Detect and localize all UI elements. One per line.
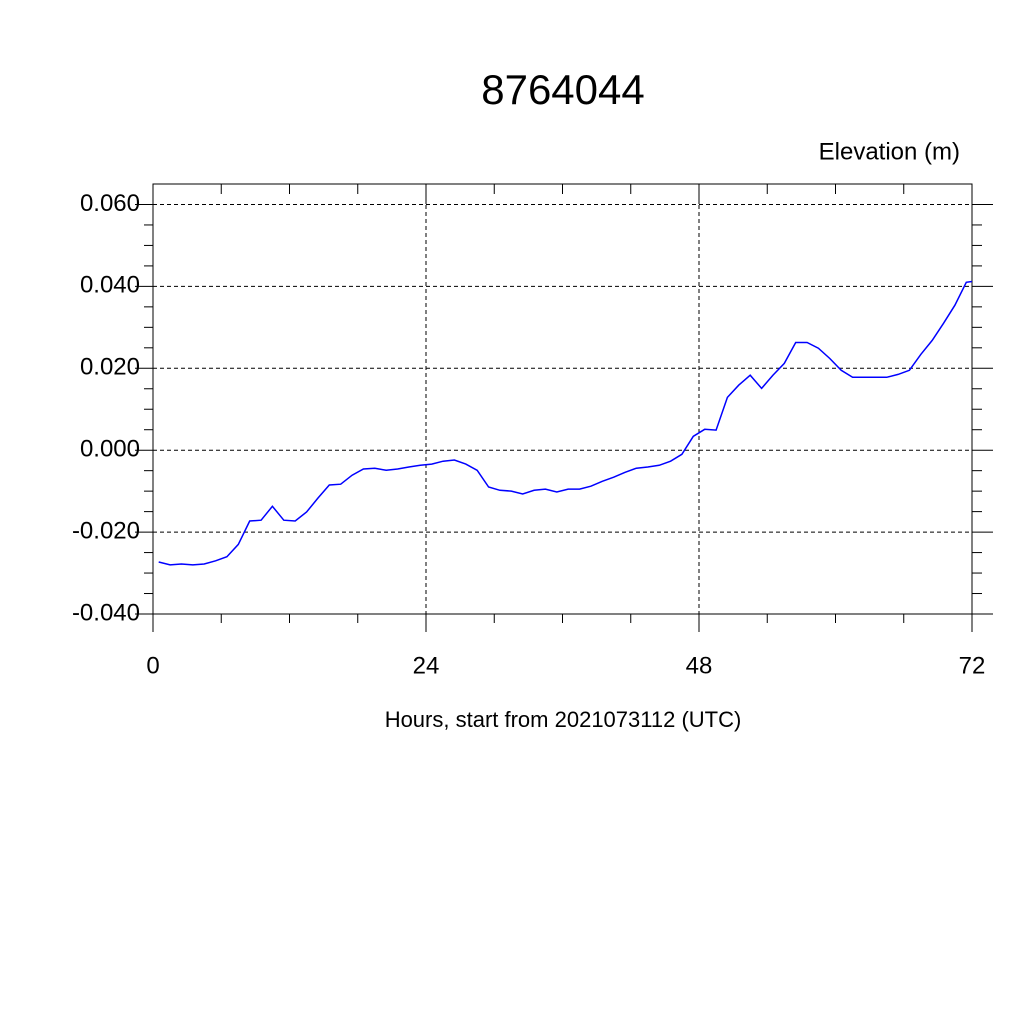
- x-tick-label: 0: [146, 652, 159, 679]
- x-tick-label: 24: [413, 652, 440, 679]
- y-tick-label: -0.020: [72, 517, 140, 544]
- x-tick-label: 48: [686, 652, 713, 679]
- y-tick-label: 0.060: [80, 190, 140, 217]
- chart-title: 8764044: [481, 66, 645, 113]
- x-tick-label: 72: [959, 652, 986, 679]
- y-tick-label: 0.020: [80, 354, 140, 381]
- y-tick-label: 0.000: [80, 436, 140, 463]
- data-line: [158, 280, 973, 566]
- y-tick-label: -0.040: [72, 599, 140, 626]
- x-axis-label: Hours, start from 2021073112 (UTC): [385, 707, 742, 732]
- y-tick-label: 0.040: [80, 272, 140, 299]
- plot-frame: [152, 183, 973, 615]
- y-axis-label: Elevation (m): [819, 138, 960, 165]
